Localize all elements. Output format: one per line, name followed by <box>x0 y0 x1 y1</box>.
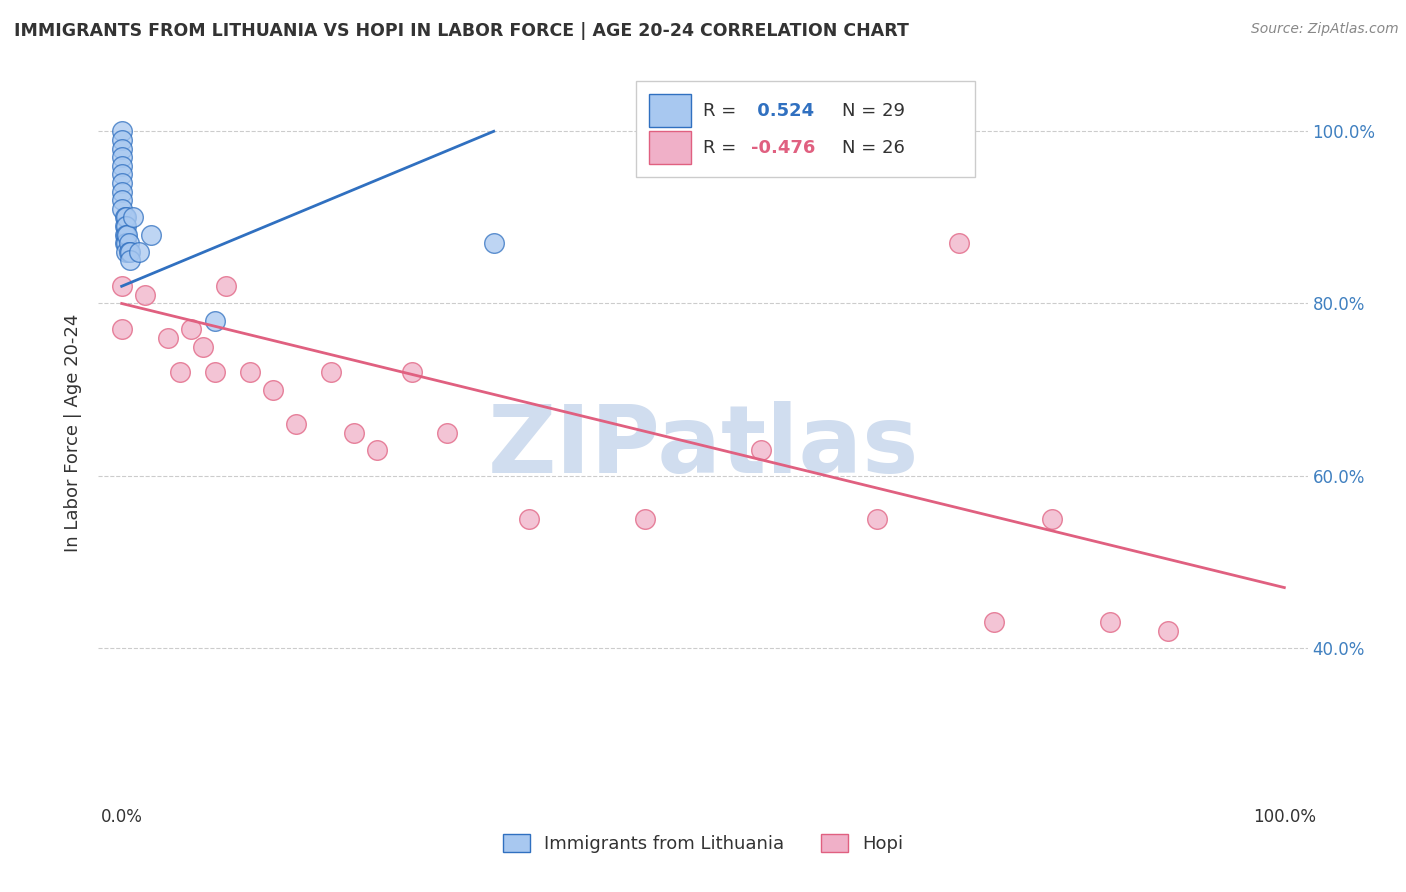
Text: ZIPatlas: ZIPatlas <box>488 401 918 493</box>
Point <box>111 176 134 190</box>
FancyBboxPatch shape <box>637 81 976 178</box>
Point <box>204 365 226 379</box>
Point <box>114 219 136 233</box>
Y-axis label: In Labor Force | Age 20-24: In Labor Force | Age 20-24 <box>65 313 83 552</box>
Point <box>118 244 141 259</box>
Legend: Immigrants from Lithuania, Hopi: Immigrants from Lithuania, Hopi <box>495 827 911 861</box>
Point <box>111 150 134 164</box>
FancyBboxPatch shape <box>648 94 690 128</box>
Point <box>169 365 191 379</box>
Point <box>1098 615 1121 629</box>
Point <box>111 202 134 216</box>
Point <box>180 322 202 336</box>
Point <box>115 227 138 242</box>
Point <box>111 185 134 199</box>
Point <box>517 512 540 526</box>
Text: R =: R = <box>703 138 742 157</box>
Point <box>157 331 180 345</box>
Point <box>204 314 226 328</box>
FancyBboxPatch shape <box>648 131 690 164</box>
Point <box>436 425 458 440</box>
Point <box>366 442 388 457</box>
Text: -0.476: -0.476 <box>751 138 815 157</box>
Point <box>118 236 141 251</box>
Point <box>239 365 262 379</box>
Point <box>343 425 366 440</box>
Text: IMMIGRANTS FROM LITHUANIA VS HOPI IN LABOR FORCE | AGE 20-24 CORRELATION CHART: IMMIGRANTS FROM LITHUANIA VS HOPI IN LAB… <box>14 22 908 40</box>
Point <box>191 339 214 353</box>
Point <box>111 142 134 156</box>
Point <box>948 236 970 251</box>
Point <box>1040 512 1063 526</box>
Point <box>111 124 134 138</box>
Text: N = 29: N = 29 <box>842 102 905 120</box>
Point <box>118 244 141 259</box>
Text: 0.524: 0.524 <box>751 102 814 120</box>
Text: R =: R = <box>703 102 742 120</box>
Point <box>115 236 138 251</box>
Point <box>139 227 162 242</box>
Point <box>114 227 136 242</box>
Point <box>749 442 772 457</box>
Point <box>285 417 308 431</box>
Point <box>401 365 423 379</box>
Point <box>134 288 156 302</box>
Point <box>114 211 136 225</box>
Point <box>115 219 138 233</box>
Point <box>114 236 136 251</box>
Point <box>319 365 342 379</box>
Point <box>115 211 138 225</box>
Text: N = 26: N = 26 <box>842 138 905 157</box>
Point <box>118 253 141 268</box>
Point <box>262 383 284 397</box>
Text: Source: ZipAtlas.com: Source: ZipAtlas.com <box>1251 22 1399 37</box>
Point <box>215 279 238 293</box>
Point <box>111 193 134 207</box>
Point <box>117 227 139 242</box>
Point <box>122 211 145 225</box>
Point <box>1157 624 1180 638</box>
Point <box>983 615 1005 629</box>
Point <box>866 512 889 526</box>
Point <box>111 133 134 147</box>
Point <box>111 159 134 173</box>
Point <box>111 322 134 336</box>
Point <box>115 244 138 259</box>
Point <box>111 279 134 293</box>
Point <box>111 167 134 181</box>
Point <box>634 512 657 526</box>
Point <box>128 244 150 259</box>
Point <box>482 236 505 251</box>
